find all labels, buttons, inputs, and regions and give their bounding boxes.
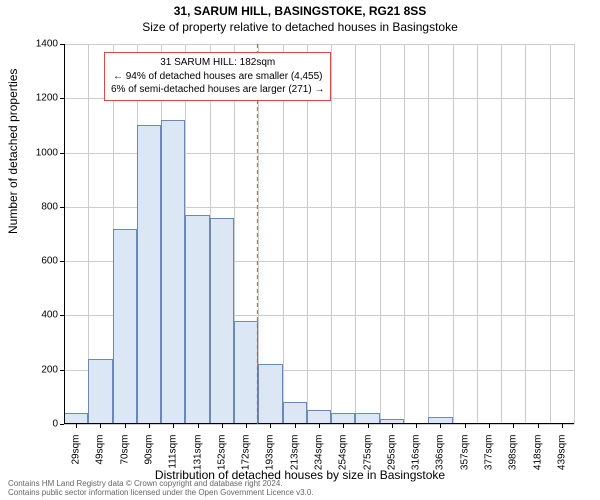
bar bbox=[283, 402, 307, 424]
chart-title-1: 31, SARUM HILL, BASINGSTOKE, RG21 8SS bbox=[0, 4, 600, 18]
y-tick-label: 200 bbox=[24, 364, 58, 375]
bar bbox=[161, 120, 185, 424]
bar bbox=[88, 359, 112, 424]
gridline-v bbox=[331, 44, 332, 424]
y-tick-label: 800 bbox=[24, 201, 58, 212]
gridline-v bbox=[404, 44, 405, 424]
bar bbox=[234, 321, 258, 424]
gridline-v bbox=[307, 44, 308, 424]
gridline-v bbox=[380, 44, 381, 424]
gridline-v bbox=[525, 44, 526, 424]
bar bbox=[185, 215, 209, 424]
bar bbox=[137, 125, 161, 424]
y-tick-label: 600 bbox=[24, 256, 58, 267]
footer-line-2: Contains public sector information licen… bbox=[8, 488, 314, 498]
y-axis-title: Number of detached properties bbox=[6, 69, 20, 234]
bar bbox=[210, 218, 234, 424]
gridline-v bbox=[355, 44, 356, 424]
y-tick-label: 400 bbox=[24, 310, 58, 321]
gridline-h bbox=[64, 44, 574, 45]
gridline-v bbox=[428, 44, 429, 424]
bar bbox=[258, 364, 282, 424]
footer-line-1: Contains HM Land Registry data © Crown c… bbox=[8, 479, 314, 489]
y-tick-label: 1000 bbox=[24, 147, 58, 158]
y-tick-label: 1200 bbox=[24, 93, 58, 104]
gridline-v bbox=[283, 44, 284, 424]
gridline-v bbox=[550, 44, 551, 424]
plot-area: 020040060080010001200140029sqm49sqm70sqm… bbox=[64, 44, 574, 424]
gridline-v bbox=[453, 44, 454, 424]
gridline-v bbox=[501, 44, 502, 424]
y-tick-label: 1400 bbox=[24, 39, 58, 50]
y-tick-label: 0 bbox=[24, 419, 58, 430]
gridline-v bbox=[574, 44, 575, 424]
bar bbox=[113, 229, 137, 424]
annotation-line: 6% of semi-detached houses are larger (2… bbox=[111, 83, 324, 97]
footer: Contains HM Land Registry data © Crown c… bbox=[8, 479, 314, 498]
annotation-line: 31 SARUM HILL: 182sqm bbox=[111, 56, 324, 70]
gridline-v bbox=[477, 44, 478, 424]
annotation-line: ← 94% of detached houses are smaller (4,… bbox=[111, 70, 324, 84]
annotation-box: 31 SARUM HILL: 182sqm← 94% of detached h… bbox=[104, 52, 331, 101]
chart-title-2: Size of property relative to detached ho… bbox=[0, 20, 600, 34]
bar bbox=[307, 410, 331, 424]
